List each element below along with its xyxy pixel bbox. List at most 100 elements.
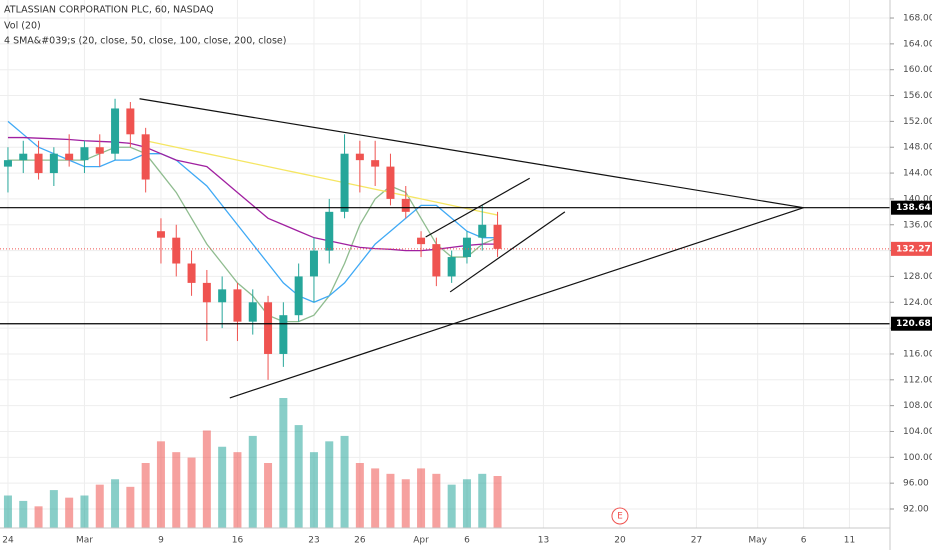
volume-bar [19,500,28,528]
y-tick-label: 104.00 [903,427,932,437]
y-tick-label: 144.00 [903,169,932,179]
sma-line [7,136,498,252]
volume-bar [401,479,410,528]
candle-body [95,147,104,154]
y-tick-label: 108.00 [903,401,932,411]
trendline [425,177,530,238]
candle-body [218,289,227,303]
sma-line [7,120,498,303]
volume-bar [478,473,487,528]
y-tick-label: 92.00 [903,505,929,515]
x-tick-label: 23 [308,536,319,546]
candle-body [80,147,89,161]
candle-body [386,166,395,199]
volume-bar [202,430,211,528]
volume-bar [65,497,74,528]
volume-bar [49,490,58,528]
candle-body [417,237,426,245]
candle-body [340,153,349,212]
candle-body [65,153,74,161]
volume-bar [34,506,43,528]
earnings-label: E [617,512,623,522]
volume-bar [218,446,227,528]
plot: E [0,98,890,528]
volume-bar [386,473,395,528]
candle-body [309,250,318,277]
y-tick-label: 156.00 [903,91,932,101]
candle-body [248,302,257,322]
candle-body [401,198,410,212]
candle-body [264,302,273,354]
volume-bar [264,463,273,528]
x-tick-label: 24 [2,536,14,546]
volume-bar [172,452,181,528]
y-tick-label: 148.00 [903,143,932,153]
volume-bar [371,468,380,528]
volume-bar [233,452,242,528]
x-tick-label: 27 [691,536,702,546]
x-tick-label: 13 [538,536,549,546]
trendline [449,211,566,293]
volume-bar [493,476,502,528]
candle-body [19,153,28,161]
x-tick-label: 6 [801,536,807,546]
candle-body [34,153,43,174]
volume-legend: Vol (20) [4,21,41,32]
x-tick-label: 26 [354,536,366,546]
price-label: 138.64 [896,203,931,213]
price-label-bg [891,200,932,215]
candle-body [493,224,502,249]
candle-body [3,160,12,167]
x-tick-label: 11 [844,536,855,546]
earnings-marker [611,507,629,525]
volume-bar [432,473,441,528]
y-tick-label: 100.00 [903,453,932,463]
axes: 92.00 96.00 100.00 104.00 108.00 112.00 116.00… [2,14,932,546]
y-tick-label: 164.00 [903,39,932,49]
candle-body [478,224,487,238]
candle-body [126,108,135,135]
candle-body [233,289,242,322]
candle-body [371,160,380,167]
volume-bar [309,452,318,528]
volume-bar [325,441,334,528]
x-tick-label: 6 [464,536,470,546]
volume-bar [126,486,135,528]
volume-bar [279,398,288,528]
candle-body [156,231,165,238]
volume-bar [80,495,89,528]
x-tick-label: 20 [614,536,626,546]
sma-line [145,140,498,216]
candle-body [202,282,211,303]
y-tick-label: 136.00 [903,220,932,230]
x-tick-label: Mar [76,536,93,546]
candle-body [49,153,58,174]
y-tick-label: 96.00 [903,479,929,489]
x-tick-label: May [748,536,767,546]
candle-body [325,211,334,251]
candle-body [279,315,288,354]
candle-body [187,263,196,283]
y-tick-label: 124.00 [903,298,932,308]
chart-title: ATLASSIAN CORPORATION PLC, 60, NASDAQ [4,5,214,16]
x-tick-label: 16 [232,536,244,546]
price-label: 120.68 [896,319,931,329]
price-label-bg [891,241,932,256]
candle-body [141,134,150,180]
volume-bar [340,435,349,528]
candle-body [355,153,364,161]
volume-bar [141,463,150,528]
volume-bar [111,479,120,528]
volume-bar [248,435,257,528]
sma-legend: 4 SMA&#039;s (20, close, 50, close, 100,… [4,36,286,47]
y-tick-label: 128.00 [903,272,932,282]
candle-body [462,237,471,258]
candle-body [294,276,303,316]
candle-body [111,108,120,154]
trendline [229,207,804,399]
volume-bar [462,479,471,528]
y-tick-label: 160.00 [903,65,932,75]
price-label-bg [891,316,932,331]
